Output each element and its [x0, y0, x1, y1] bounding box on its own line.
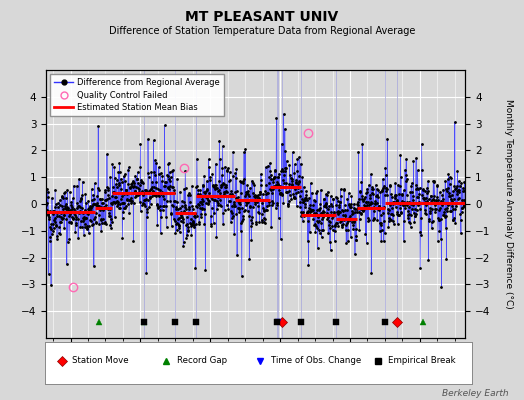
Text: Time of Obs. Change: Time of Obs. Change	[271, 356, 361, 366]
Text: Empirical Break: Empirical Break	[388, 356, 456, 366]
Text: Record Gap: Record Gap	[177, 356, 227, 366]
Text: Berkeley Earth: Berkeley Earth	[442, 389, 508, 398]
Text: MT PLEASANT UNIV: MT PLEASANT UNIV	[185, 10, 339, 24]
Legend: Difference from Regional Average, Quality Control Failed, Estimated Station Mean: Difference from Regional Average, Qualit…	[50, 74, 224, 116]
Text: Difference of Station Temperature Data from Regional Average: Difference of Station Temperature Data f…	[109, 26, 415, 36]
Text: Station Move: Station Move	[72, 356, 129, 366]
Y-axis label: Monthly Temperature Anomaly Difference (°C): Monthly Temperature Anomaly Difference (…	[504, 99, 514, 309]
